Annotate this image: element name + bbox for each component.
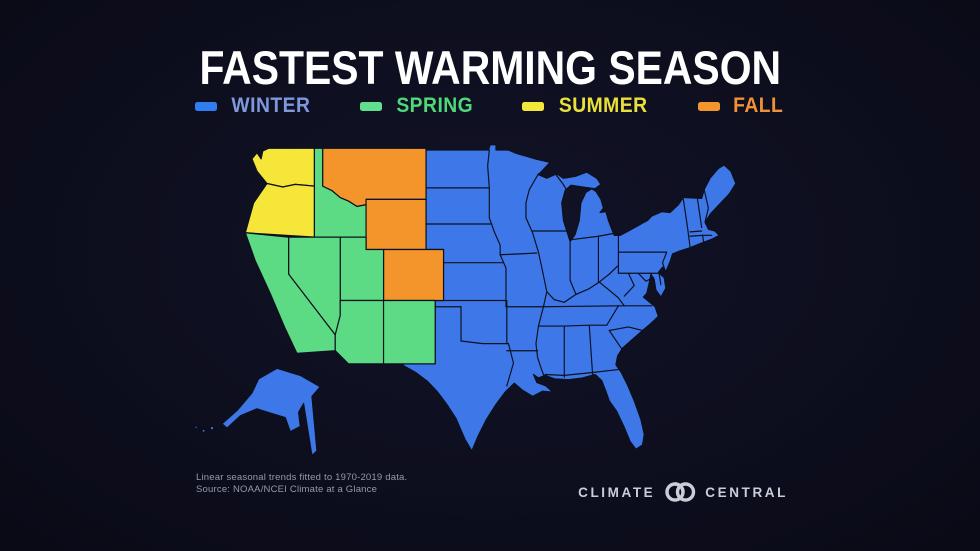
state-OR	[244, 182, 316, 238]
aleutian-island-1	[209, 425, 215, 431]
state-AK-group	[194, 367, 321, 457]
fall-swatch	[697, 101, 720, 111]
spring-swatch	[359, 101, 382, 111]
state-CO	[382, 248, 445, 302]
summer-label: SUMMER	[559, 94, 648, 117]
legend-item-summer: SUMMER	[522, 94, 651, 118]
footnote: Linear seasonal trends fitted to 1970-20…	[196, 472, 407, 496]
climate-central-logo: CLIMATE CENTRAL	[578, 479, 788, 505]
winter-swatch	[194, 101, 217, 111]
fall-label: FALL	[732, 94, 783, 117]
aleutian-island-3	[194, 425, 198, 430]
state-MT	[322, 147, 427, 207]
page-title: FASTEST WARMING SEASON	[0, 40, 980, 95]
logo-text-climate: CLIMATE	[578, 484, 656, 500]
state-NM	[382, 299, 436, 365]
summer-swatch	[522, 101, 545, 111]
spring-label: SPRING	[396, 94, 473, 117]
legend: WINTER SPRING SUMMER FALL	[0, 94, 980, 118]
legend-item-spring: SPRING	[359, 94, 477, 118]
legend-item-fall: FALL	[697, 94, 786, 118]
state-AK	[221, 367, 321, 457]
state-WY	[365, 198, 427, 251]
aleutian-island-2	[201, 428, 206, 433]
state-borders	[425, 149, 713, 387]
us-map	[187, 143, 745, 488]
state-AZ	[334, 299, 385, 365]
winter-label: WINTER	[231, 94, 311, 117]
state-CA	[244, 232, 336, 354]
page-title-text: FASTEST WARMING SEASON	[199, 41, 781, 94]
us-map-svg	[194, 144, 737, 457]
climate-central-rings-icon	[665, 482, 696, 502]
legend-item-winter: WINTER	[194, 94, 314, 118]
state-WA	[251, 147, 316, 188]
footnote-line2: Source: NOAA/NCEI Climate at a Glance	[196, 484, 378, 495]
logo-text-central: CENTRAL	[705, 484, 788, 500]
footnote-line1: Linear seasonal trends fitted to 1970-20…	[196, 472, 408, 483]
